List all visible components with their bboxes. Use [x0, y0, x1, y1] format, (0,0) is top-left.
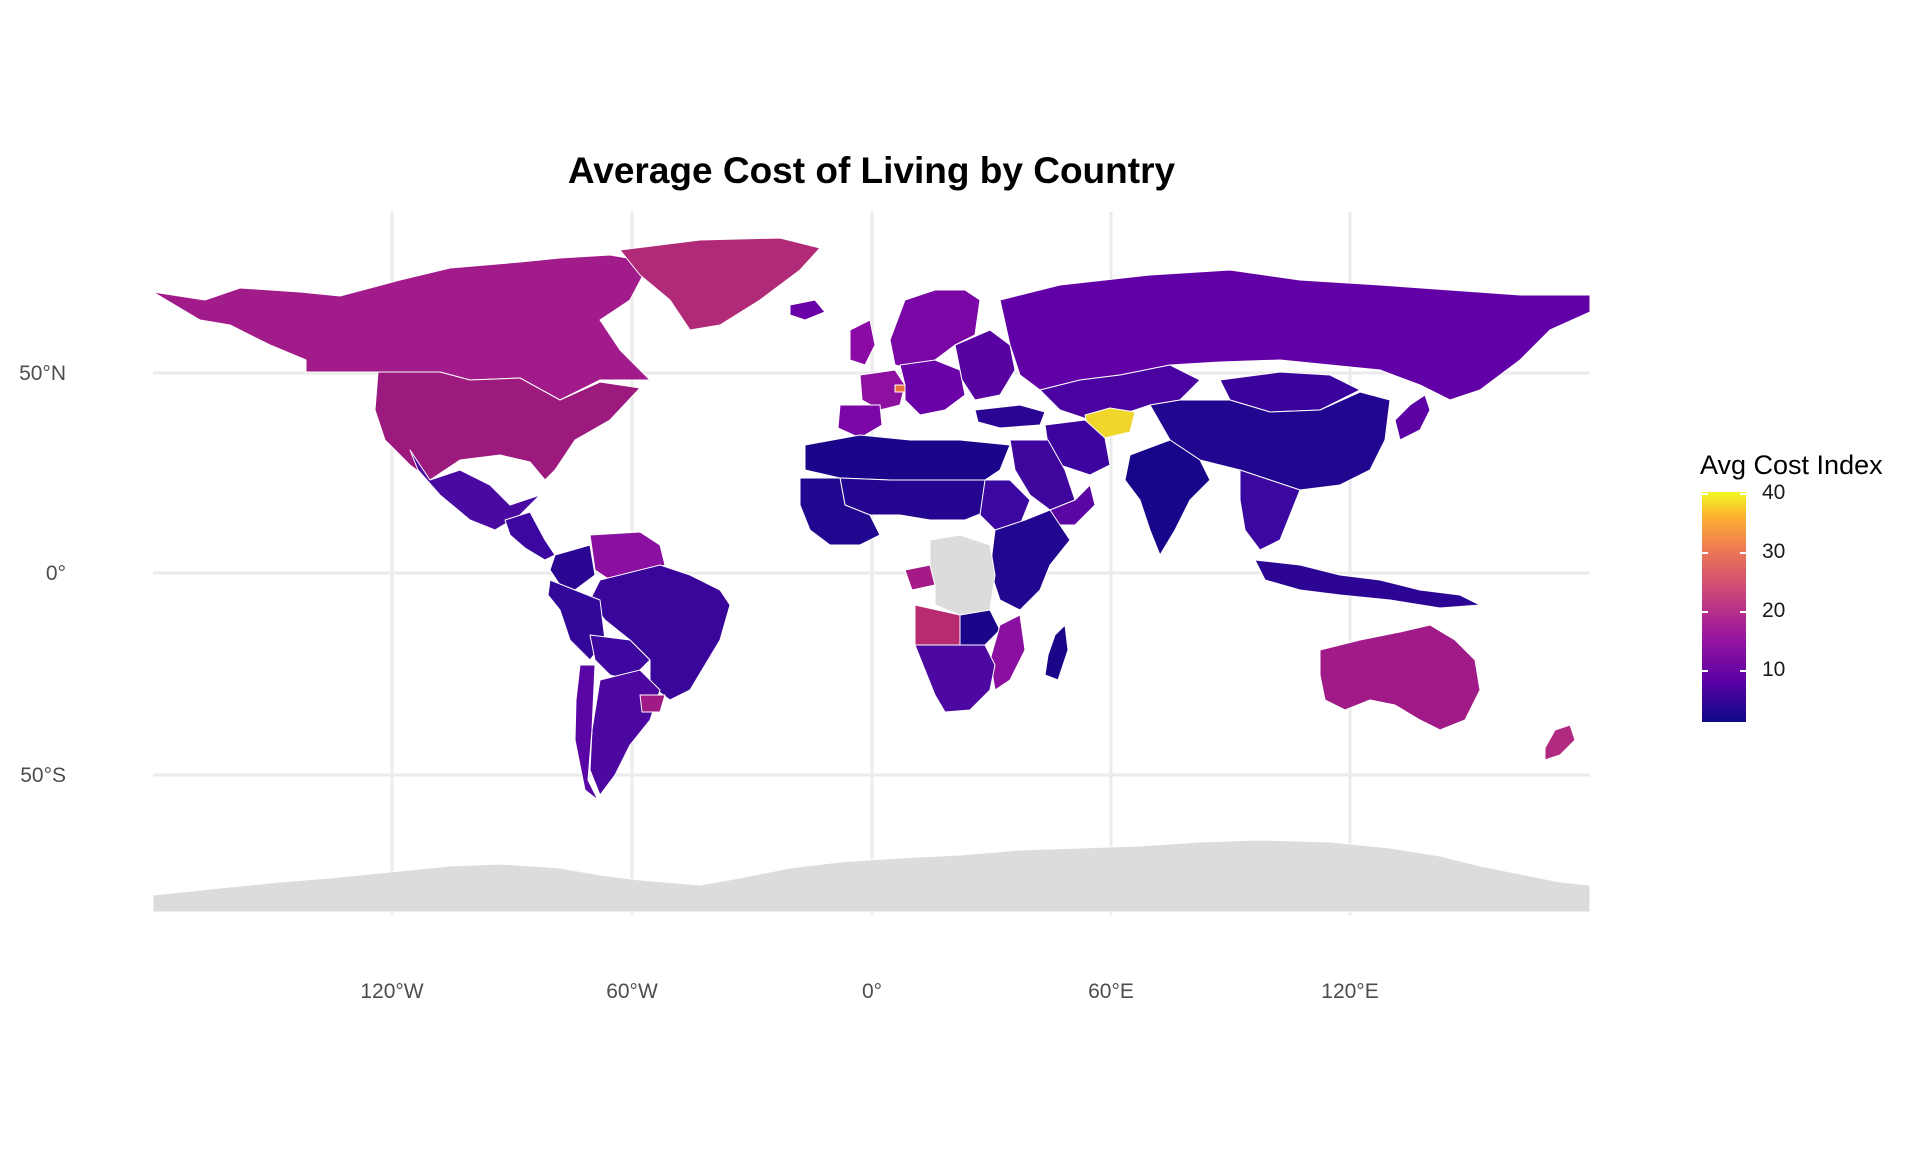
region-chile — [574, 664, 599, 801]
legend-notch-left-40 — [1702, 493, 1708, 495]
region-indonesia — [1254, 559, 1481, 609]
region-dr-congo — [929, 534, 996, 616]
legend-notch-left-10 — [1702, 670, 1708, 672]
lon-label-60e: 60°E — [1088, 980, 1134, 1003]
legend-notch-right-10 — [1740, 670, 1746, 672]
region-india — [1124, 439, 1211, 556]
region-china — [1149, 391, 1391, 491]
region-brazil — [589, 564, 731, 701]
legend-tick-20: 20 — [1762, 599, 1786, 622]
region-mexico — [409, 449, 541, 531]
region-spain — [837, 404, 883, 439]
region-new-zealand — [1544, 724, 1576, 761]
lat-label-0: 0° — [45, 562, 66, 585]
region-australia — [1319, 624, 1481, 731]
legend-notch-right-30 — [1740, 552, 1746, 554]
legend-tick-30: 30 — [1762, 540, 1786, 563]
region-switzerland — [894, 384, 906, 393]
legend-tick-40: 40 — [1762, 481, 1786, 504]
region-west-africa — [799, 477, 881, 546]
region-united-states — [374, 371, 641, 481]
region-canada — [152, 254, 651, 401]
region-madagascar — [1044, 624, 1069, 681]
region-japan — [1394, 394, 1431, 441]
lat-label-50n: 50°N — [19, 362, 66, 385]
lon-label-120w: 120°W — [360, 980, 424, 1003]
legend-notch-left-20 — [1702, 611, 1708, 613]
legend-title: Avg Cost Index — [1700, 450, 1883, 480]
region-iceland — [789, 299, 826, 321]
region-eastern-europe — [954, 329, 1016, 401]
region-southern-africa — [914, 644, 996, 713]
map-title: Average Cost of Living by Country — [567, 150, 1176, 191]
region-central-europe — [899, 359, 966, 416]
lon-label-60w: 60°W — [606, 980, 658, 1003]
region-turkey — [974, 404, 1046, 429]
region-central-america — [504, 511, 556, 561]
legend-tick-10: 10 — [1762, 658, 1786, 681]
region-east-africa — [989, 509, 1071, 611]
region-france — [859, 369, 906, 411]
legend-notch-right-20 — [1740, 611, 1746, 613]
region-uruguay — [639, 694, 666, 713]
lon-label-120e: 120°E — [1321, 980, 1379, 1003]
lon-label-0: 0° — [861, 980, 883, 1003]
region-united-kingdom — [849, 319, 876, 366]
region-antarctica — [152, 839, 1591, 913]
region-north-africa — [804, 434, 1011, 481]
legend-notch-left-30 — [1702, 552, 1708, 554]
lat-label-50s: 50°S — [20, 764, 66, 787]
region-zambia — [959, 609, 1001, 646]
legend-colorbar — [1702, 492, 1746, 722]
legend-notch-right-40 — [1740, 493, 1746, 495]
region-greenland — [619, 237, 821, 331]
region-southeast-asia — [1239, 469, 1301, 551]
